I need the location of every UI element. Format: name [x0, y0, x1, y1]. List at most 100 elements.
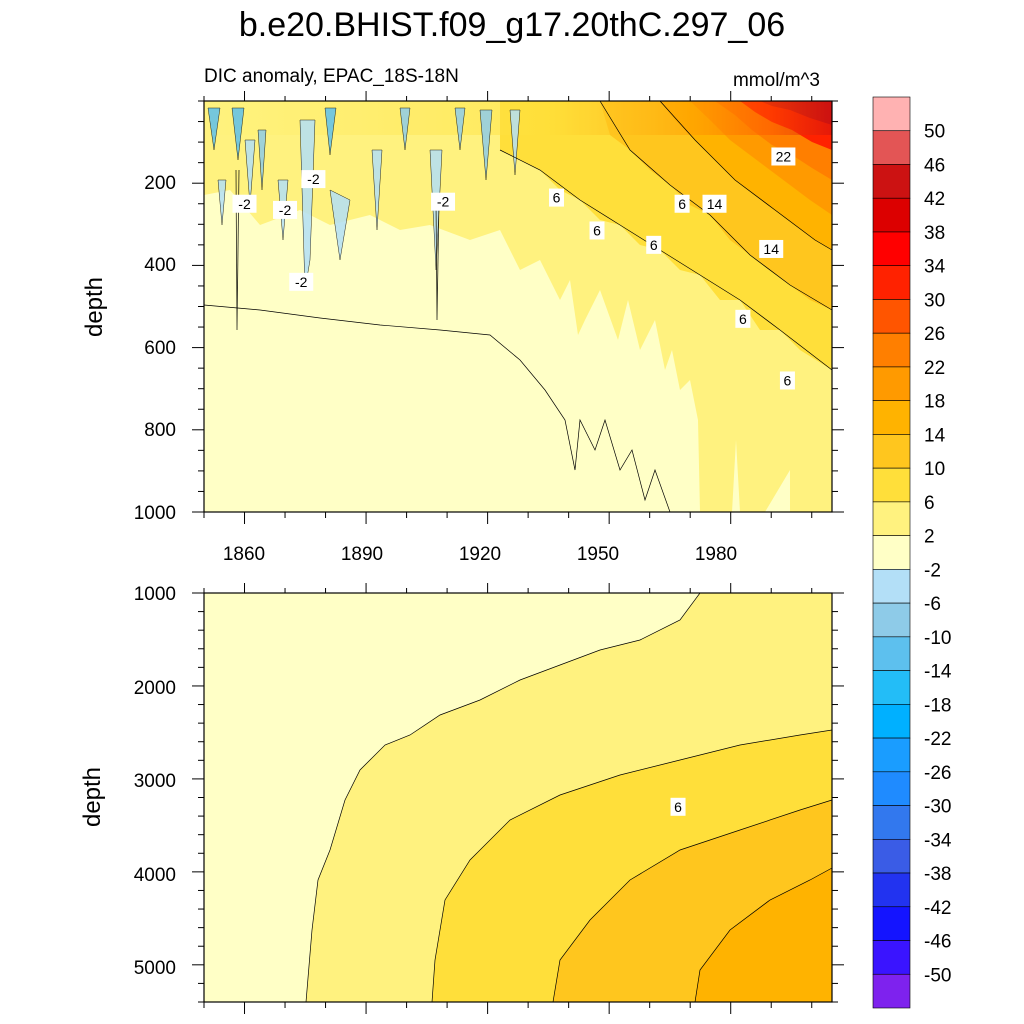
colorbar-label: -26	[924, 763, 951, 784]
negative-patch	[509, 109, 521, 176]
colorbar-swatch	[872, 704, 911, 739]
colorbar-swatch	[872, 332, 911, 368]
colorbar-label: -10	[924, 628, 951, 649]
colorbar-swatch	[872, 569, 911, 604]
lower-contour-line-10	[552, 799, 833, 1003]
colorbar-label: -18	[924, 695, 951, 716]
contour-label-text: 6	[674, 799, 682, 815]
upper-front-contour	[203, 304, 671, 513]
y-tick-label: 4000	[134, 865, 176, 886]
colorbar-label: -14	[924, 662, 952, 683]
deep-spike	[235, 169, 240, 331]
y-tick-label: 2000	[134, 678, 176, 699]
colorbar-label: 50	[924, 122, 945, 143]
contour-label-box	[759, 239, 784, 258]
contour-label-box	[779, 371, 795, 390]
colorbar-swatch	[872, 805, 911, 840]
y-tick-label: 200	[144, 173, 176, 194]
lower-y-axis: 1000 2000 3000 4000 5000	[134, 584, 176, 979]
lower-y-axis-label: depth	[79, 767, 106, 827]
colorbar-label: -46	[924, 932, 951, 953]
lower-contour-line-14	[694, 867, 833, 1003]
colorbar-label: 2	[924, 527, 935, 548]
contour-label-box	[589, 221, 605, 240]
contour-label: 14	[759, 239, 784, 258]
chart-title: b.e20.BHIST.f09_g17.20thC.297_06	[239, 6, 785, 44]
lower-contour-fill-14	[695, 868, 832, 1002]
contour-label: -2	[273, 200, 298, 219]
contour-label: 14	[702, 194, 727, 213]
colorbar-label: 38	[924, 223, 945, 244]
x-tick-label: 1860	[223, 544, 265, 565]
contour-label-box	[289, 272, 314, 291]
colorbar-swatch	[872, 299, 911, 334]
contour-label: -2	[232, 194, 257, 213]
lower-contour-labels: 6	[670, 797, 686, 816]
colorbar-swatch	[872, 467, 911, 503]
contour-label: 6	[779, 371, 795, 390]
contour-label: -2	[301, 170, 326, 189]
colorbar-swatch	[872, 434, 911, 469]
upper-y-axis-label: depth	[81, 277, 108, 337]
contour-label-text: 6	[739, 311, 747, 327]
colorbar-swatch	[872, 906, 911, 941]
colorbar-swatch	[872, 96, 911, 132]
contour-label: 6	[670, 797, 686, 816]
negative-patch	[217, 179, 227, 226]
colorbar-label: 14	[924, 425, 946, 446]
x-axis: 1860 1890 1920 1950 1980	[223, 544, 737, 565]
negative-patch	[324, 107, 337, 156]
colorbar-swatch	[872, 400, 911, 435]
contour-label: -2	[289, 272, 314, 291]
negative-patch	[257, 129, 267, 191]
colorbar-swatch	[872, 501, 911, 536]
contour-label: 6	[735, 309, 751, 328]
negative-patch	[371, 149, 383, 231]
contour-label-box	[232, 194, 257, 213]
colorbar-swatch	[872, 535, 911, 570]
contour-label-box	[735, 309, 751, 328]
negative-patch	[299, 119, 316, 291]
colorbar-swatch	[872, 602, 911, 638]
contour-label-box	[771, 147, 796, 166]
negative-patch	[329, 189, 351, 261]
contour-label: -2	[431, 192, 456, 211]
contour-label-text: -2	[307, 171, 320, 187]
y-tick-label: 1000	[134, 584, 176, 605]
colorbar-swatch	[872, 737, 911, 773]
x-tick-label: 1980	[695, 544, 737, 565]
colorbar-swatch	[872, 197, 911, 233]
colorbar-label: -22	[924, 729, 951, 750]
contour-label-text: -2	[279, 202, 292, 218]
colorbar-swatch	[872, 164, 911, 199]
colorbar-label: -30	[924, 797, 951, 818]
colorbar: 50 46 42 38 34 30 26 22 18 14 10 6 2 -2 -6 -10 -14 -18 -22…	[872, 96, 952, 1009]
colorbar-label: -2	[924, 560, 941, 581]
deep-spike	[435, 199, 440, 321]
lower-axis-ticks	[192, 583, 844, 1014]
negative-patch	[454, 107, 466, 151]
colorbar-label: -42	[924, 898, 951, 919]
colorbar-swatch	[872, 130, 911, 165]
contour-label-text: 6	[553, 190, 561, 206]
negative-patch	[244, 139, 256, 206]
colorbar-label: -38	[924, 864, 951, 885]
colorbar-label: 34	[924, 257, 946, 278]
colorbar-swatch	[872, 973, 911, 1009]
contour-label-box	[431, 192, 456, 211]
contour-label: 6	[589, 221, 605, 240]
colorbar-label: 30	[924, 290, 945, 311]
contour-label-box	[273, 200, 298, 219]
contour-label-box	[646, 235, 662, 254]
negative-patch	[479, 109, 493, 181]
contour-label-text: 6	[593, 222, 601, 238]
colorbar-label: 10	[924, 459, 945, 480]
colorbar-swatch	[872, 872, 911, 908]
y-tick-label: 600	[144, 338, 176, 359]
colorbar-label: -6	[924, 594, 941, 615]
colorbar-label: 42	[924, 189, 945, 210]
negative-patch	[399, 107, 411, 151]
upper-axis-ticks	[192, 91, 844, 524]
colorbar-swatch	[872, 940, 911, 975]
chart-subtitle: DIC anomaly, EPAC_18S-18N	[204, 66, 459, 87]
